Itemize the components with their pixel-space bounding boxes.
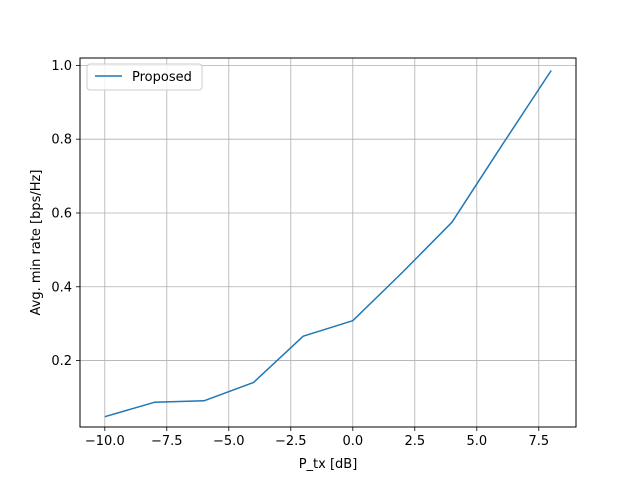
x-tick-label: −2.5	[275, 434, 307, 449]
grid	[80, 58, 576, 427]
x-tick-label: −5.0	[213, 434, 245, 449]
y-axis-label: Avg. min rate [bps/Hz]	[29, 170, 44, 316]
x-tick-label: 0.0	[342, 434, 363, 449]
x-axis-label: P_tx [dB]	[299, 457, 358, 472]
legend-label: Proposed	[132, 70, 192, 85]
y-tick-label: 0.6	[51, 206, 72, 221]
y-tick-label: 1.0	[51, 59, 72, 74]
x-tick-label: −7.5	[151, 434, 183, 449]
legend: Proposed	[86, 63, 203, 91]
x-tick-label: −10.0	[85, 434, 125, 449]
series-layer	[104, 70, 552, 418]
legend-box	[86, 63, 203, 91]
x-tick-label: 2.5	[404, 434, 425, 449]
y-tick-label: 0.2	[51, 354, 72, 369]
plot-area-frame	[79, 57, 577, 428]
y-tick-label: 0.4	[51, 280, 72, 295]
series-line-proposed	[104, 70, 552, 418]
x-tick-label: 7.5	[528, 434, 549, 449]
x-tick-label: 5.0	[466, 434, 487, 449]
axis-ticks: −10.0 −7.5 −5.0 −2.5 0.0 2.5 5.0 7.5 0.2 0.4 0.6 0.…	[51, 59, 549, 449]
y-tick-label: 0.8	[51, 133, 72, 148]
